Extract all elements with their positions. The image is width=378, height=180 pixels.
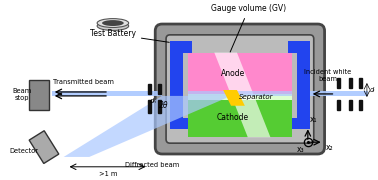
Bar — [338, 78, 340, 88]
FancyBboxPatch shape — [29, 80, 49, 110]
Text: Detector: Detector — [10, 148, 39, 154]
Bar — [188, 53, 292, 96]
Bar — [52, 91, 162, 96]
Text: Gauge volume (GV): Gauge volume (GV) — [211, 4, 286, 52]
Polygon shape — [223, 90, 245, 106]
Bar — [359, 78, 362, 88]
Bar — [359, 100, 362, 110]
Text: dₕ: dₕ — [150, 98, 157, 104]
Bar — [158, 100, 161, 113]
Bar — [188, 91, 292, 96]
Text: dᵢ: dᵢ — [370, 87, 375, 93]
FancyBboxPatch shape — [166, 35, 314, 143]
Ellipse shape — [102, 20, 124, 26]
Bar — [349, 100, 352, 110]
Text: x₃: x₃ — [297, 145, 305, 154]
Polygon shape — [29, 131, 59, 163]
Bar — [288, 41, 310, 53]
Bar — [349, 78, 352, 88]
Bar — [338, 100, 340, 110]
Bar — [188, 94, 292, 101]
Text: Anode: Anode — [221, 69, 245, 78]
Bar — [158, 84, 161, 94]
Text: >1 m: >1 m — [99, 171, 117, 177]
Bar — [148, 84, 151, 94]
Bar — [288, 118, 310, 129]
Text: Transmitted beam: Transmitted beam — [53, 79, 114, 85]
Text: 2θ: 2θ — [160, 101, 169, 110]
Bar — [306, 91, 368, 96]
Polygon shape — [214, 53, 270, 137]
Ellipse shape — [97, 22, 129, 30]
Bar — [170, 41, 192, 53]
Text: Cathode: Cathode — [217, 113, 249, 122]
Bar — [188, 100, 292, 137]
Text: Incident white
beam: Incident white beam — [304, 69, 351, 82]
Polygon shape — [64, 96, 231, 157]
FancyBboxPatch shape — [155, 24, 325, 154]
Text: x₂: x₂ — [325, 143, 333, 152]
Text: Beam
stop: Beam stop — [13, 88, 32, 101]
Text: Separator: Separator — [239, 94, 274, 100]
Bar — [297, 41, 310, 129]
Text: Test Battery: Test Battery — [90, 29, 169, 42]
Ellipse shape — [97, 19, 129, 28]
Bar — [170, 118, 192, 129]
Text: Diffracted beam: Diffracted beam — [125, 162, 180, 168]
Bar — [148, 100, 151, 113]
Text: x₁: x₁ — [310, 115, 317, 124]
Bar — [170, 41, 183, 129]
